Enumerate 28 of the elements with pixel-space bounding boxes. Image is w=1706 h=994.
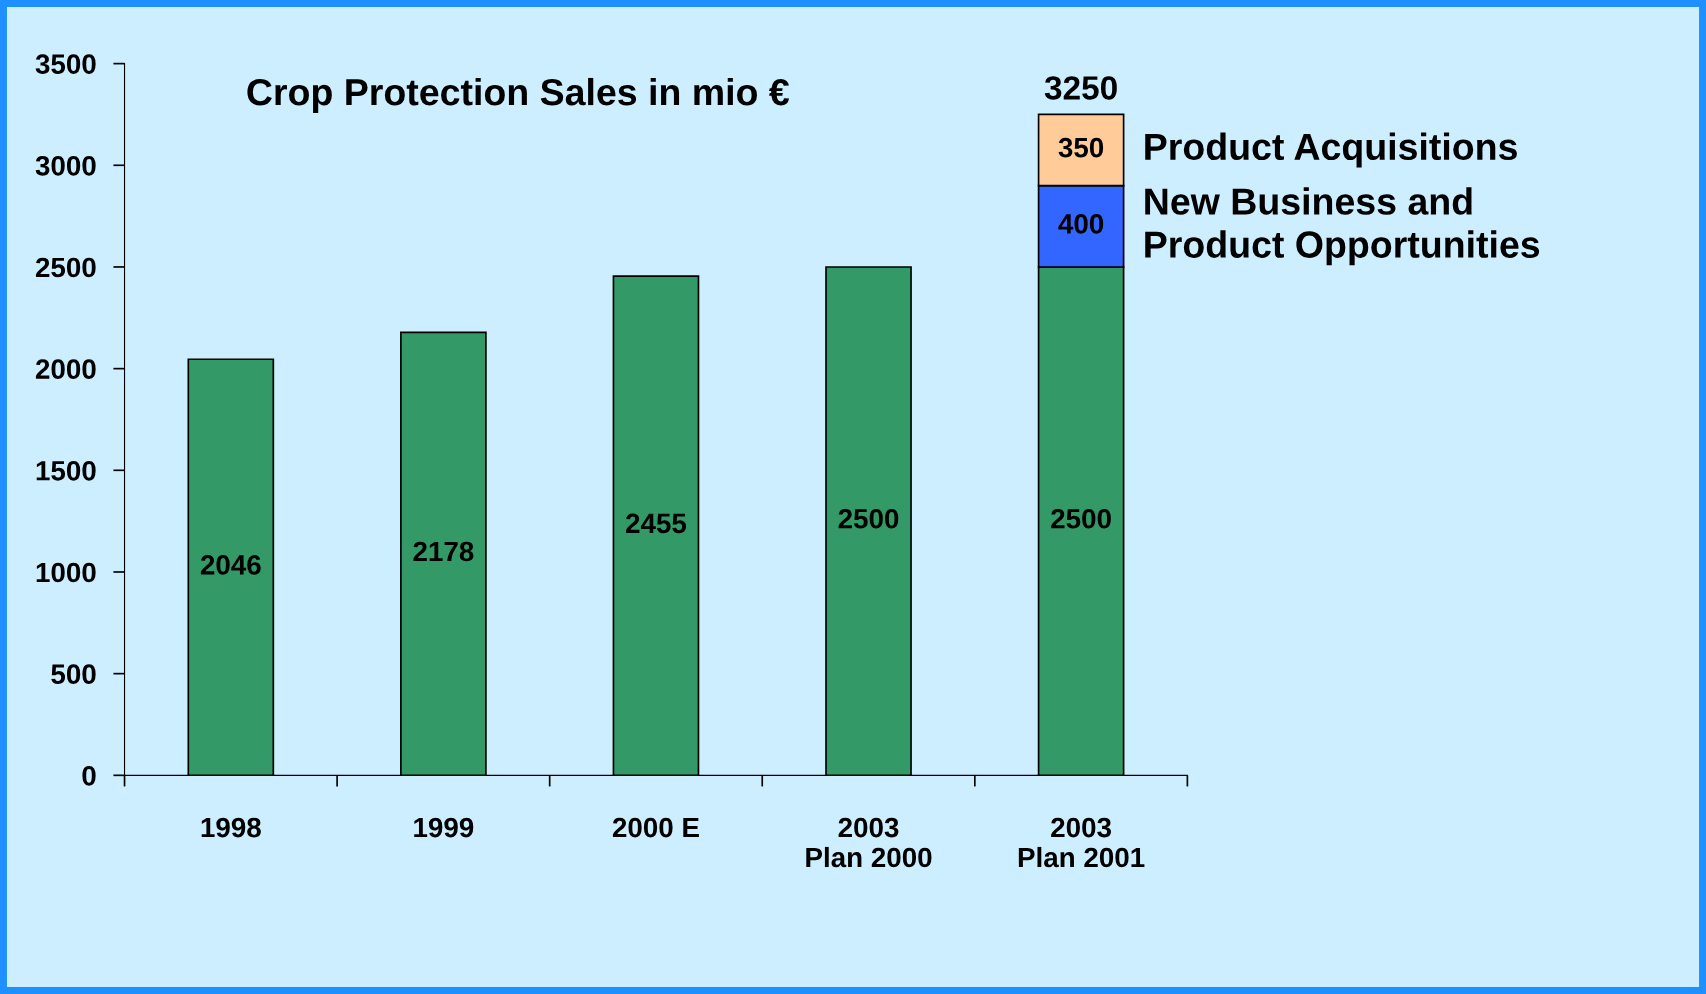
y-tick-label: 1500 xyxy=(36,460,96,481)
y-tick-label: 3000 xyxy=(35,155,96,176)
data-label: 2178 xyxy=(413,541,474,562)
y-tick-label: 2500 xyxy=(35,257,96,278)
chart-title: Crop Protection Sales in mio € xyxy=(247,77,790,113)
bar xyxy=(400,331,487,776)
data-label: 2500 xyxy=(1051,508,1111,529)
series-label: New Business and Product Opportunities xyxy=(1145,187,1540,266)
x-tick-label: 1999 xyxy=(414,817,474,838)
data-label: 2500 xyxy=(838,508,899,529)
bar xyxy=(187,358,275,776)
data-label: 350 xyxy=(1058,137,1104,158)
y-tick-label: 1000 xyxy=(36,562,96,583)
bar xyxy=(825,266,912,776)
series-label: Product Acquisitions xyxy=(1145,132,1517,168)
y-tick-label: 0 xyxy=(82,765,96,786)
y-tick-label: 3500 xyxy=(35,54,96,74)
x-tick-label: 2003 Plan 2000 xyxy=(806,817,932,868)
data-label: 2046 xyxy=(200,555,261,575)
data-label: 2455 xyxy=(626,513,687,534)
x-tick-label: 2003 Plan 2001 xyxy=(1018,817,1145,868)
data-label: 400 xyxy=(1058,214,1104,234)
y-tick-label: 2000 xyxy=(35,359,96,379)
y-tick-label: 500 xyxy=(51,664,96,684)
total-label: 3250 xyxy=(1044,76,1117,100)
x-tick-label: 1998 xyxy=(201,817,261,838)
x-tick-label: 2000 E xyxy=(612,817,699,838)
bar xyxy=(612,275,700,776)
